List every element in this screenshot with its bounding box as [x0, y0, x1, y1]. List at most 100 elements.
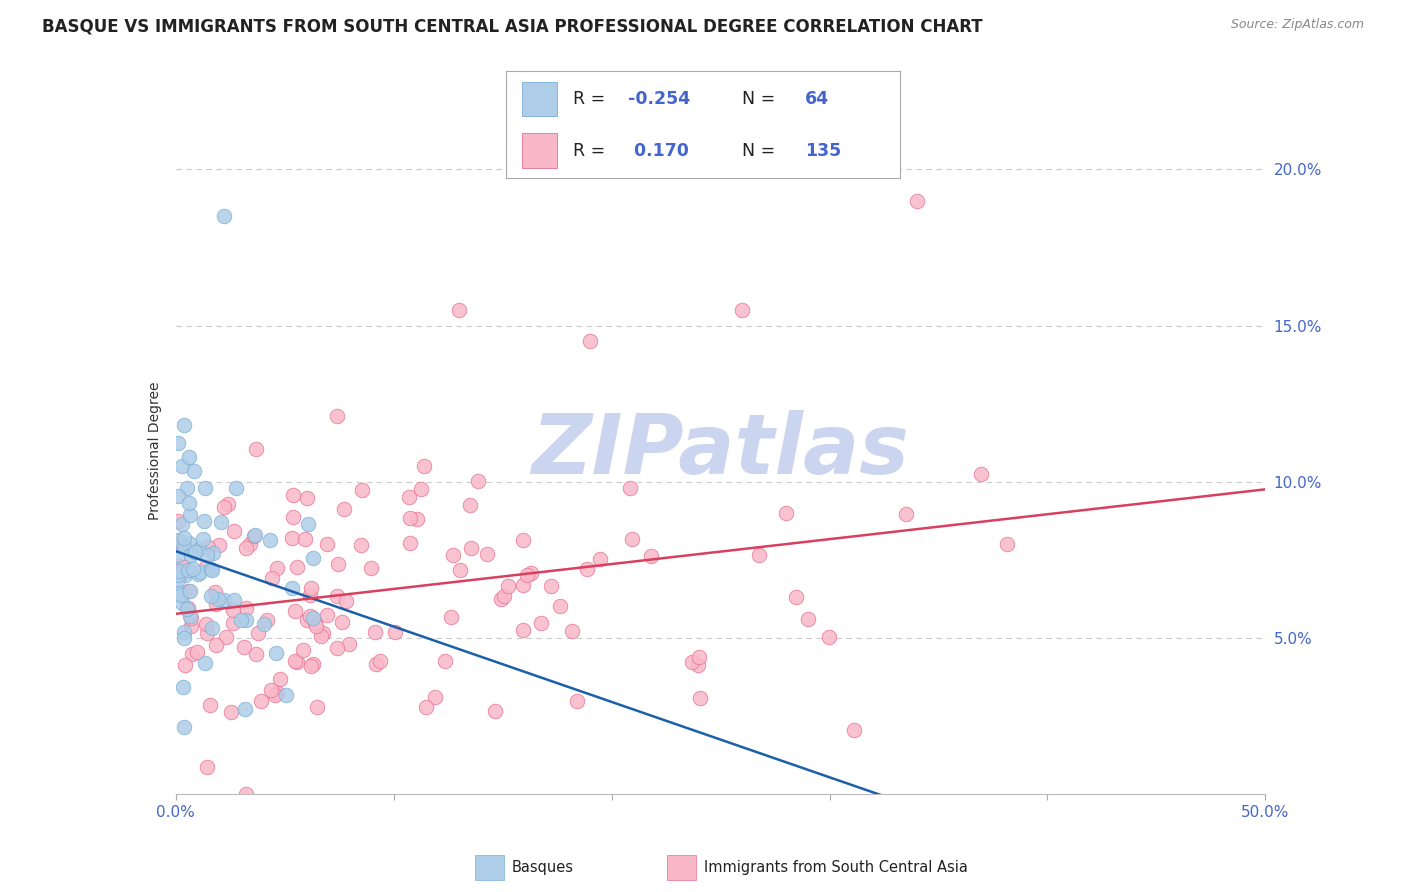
Point — [224, 524, 246, 538]
Point — [294, 532, 316, 546]
Point — [299, 658, 322, 673]
Point — [512, 624, 534, 638]
Point — [194, 481, 217, 495]
Point — [330, 615, 353, 629]
Point — [187, 541, 209, 556]
Text: Immigrants from South Central Asia: Immigrants from South Central Asia — [704, 860, 969, 875]
Point — [297, 517, 319, 532]
Point — [176, 481, 198, 495]
Point — [299, 581, 322, 595]
Text: N =: N = — [742, 90, 776, 108]
Point — [219, 705, 242, 719]
Point — [352, 483, 374, 497]
Point — [253, 617, 276, 632]
Point — [194, 617, 217, 632]
Point — [222, 603, 245, 617]
Point — [399, 535, 422, 549]
Point — [179, 508, 201, 522]
Point — [179, 536, 201, 550]
Point — [225, 481, 247, 495]
Point — [205, 638, 228, 652]
Point — [177, 563, 200, 577]
Point — [316, 536, 339, 550]
Point — [173, 720, 195, 734]
FancyBboxPatch shape — [522, 82, 557, 116]
Point — [266, 686, 288, 700]
Point — [326, 589, 349, 603]
Text: Source: ZipAtlas.com: Source: ZipAtlas.com — [1230, 18, 1364, 31]
Text: 135: 135 — [806, 142, 842, 160]
Point — [212, 500, 235, 515]
Point — [170, 537, 193, 551]
Point — [243, 528, 266, 542]
Point — [818, 630, 841, 644]
Point — [519, 566, 541, 581]
Point — [173, 625, 195, 640]
Point — [326, 409, 349, 423]
Point — [269, 672, 291, 686]
Point — [245, 442, 267, 456]
Point — [281, 509, 304, 524]
Point — [304, 615, 326, 630]
Point — [259, 533, 281, 547]
Point — [169, 586, 191, 600]
Point — [496, 579, 519, 593]
Point — [173, 540, 195, 554]
Point — [458, 499, 481, 513]
Point — [179, 496, 201, 510]
Point — [492, 589, 515, 603]
Point — [181, 647, 204, 661]
Point — [170, 588, 193, 602]
Text: 0.170: 0.170 — [628, 142, 689, 160]
Point — [173, 418, 195, 433]
Point — [191, 532, 214, 546]
Point — [195, 626, 218, 640]
Point — [176, 583, 198, 598]
FancyBboxPatch shape — [475, 855, 505, 880]
Text: Basques: Basques — [512, 860, 574, 875]
Point — [187, 566, 209, 581]
Point — [250, 693, 273, 707]
Point — [588, 551, 610, 566]
Point — [337, 637, 360, 651]
Point — [232, 640, 254, 655]
Text: N =: N = — [742, 142, 776, 160]
Point — [440, 610, 463, 624]
Text: 64: 64 — [806, 90, 830, 108]
Point — [256, 613, 278, 627]
Point — [179, 609, 201, 624]
Point — [484, 704, 506, 718]
Point — [579, 334, 602, 348]
Point — [235, 541, 257, 555]
Point — [368, 654, 391, 668]
Text: BASQUE VS IMMIGRANTS FROM SOUTH CENTRAL ASIA PROFESSIONAL DEGREE CORRELATION CHA: BASQUE VS IMMIGRANTS FROM SOUTH CENTRAL … — [42, 18, 983, 36]
Point — [195, 560, 218, 574]
Point — [167, 559, 190, 574]
Point — [167, 489, 190, 503]
Point — [315, 608, 337, 623]
Point — [204, 584, 226, 599]
Point — [224, 592, 246, 607]
Point — [259, 682, 281, 697]
Point — [441, 549, 464, 563]
Point — [548, 599, 571, 614]
Point — [284, 604, 307, 618]
Point — [264, 646, 287, 660]
Point — [274, 689, 297, 703]
Point — [785, 590, 807, 604]
Point — [177, 450, 200, 464]
Point — [246, 626, 269, 640]
Point — [186, 645, 208, 659]
Point — [619, 481, 641, 495]
Point — [281, 531, 304, 545]
Y-axis label: Professional Degree: Professional Degree — [148, 381, 162, 520]
Text: R =: R = — [574, 142, 606, 160]
Point — [335, 593, 357, 607]
Point — [197, 540, 219, 554]
Point — [775, 506, 797, 520]
Point — [360, 561, 382, 575]
Point — [180, 549, 202, 563]
Point — [180, 619, 202, 633]
Point — [575, 561, 598, 575]
Point — [449, 563, 471, 577]
